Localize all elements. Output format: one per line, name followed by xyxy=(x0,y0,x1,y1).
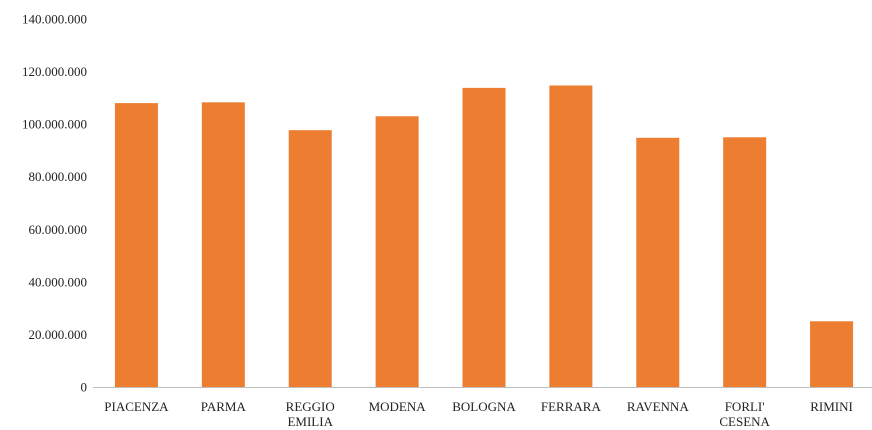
bar xyxy=(201,102,245,387)
bar xyxy=(810,321,854,387)
x-category-label: FERRARA xyxy=(541,399,602,414)
x-category-label: FORLI' CESENA xyxy=(719,399,770,429)
x-axis-category-labels: PIACENZA PARMA REGGIO EMILIA MODENA BOLOGNA FE… xyxy=(104,399,853,429)
bar xyxy=(723,137,767,387)
y-tick-label: 100.000.000 xyxy=(22,117,87,132)
bar xyxy=(114,103,158,387)
y-axis-tick-labels: 0 20.000.000 40.000.000 60.000.000 80.000.00… xyxy=(22,12,87,395)
bar xyxy=(549,85,593,387)
y-tick-label: 60.000.000 xyxy=(29,222,88,237)
bar xyxy=(288,130,332,387)
bar xyxy=(375,116,419,387)
y-tick-label: 40.000.000 xyxy=(29,274,88,289)
y-tick-label: 140.000.000 xyxy=(22,12,87,27)
x-category-label: PARMA xyxy=(201,399,247,414)
y-tick-label: 20.000.000 xyxy=(29,327,88,342)
x-category-label: RAVENNA xyxy=(627,399,689,414)
x-category-label: RIMINI xyxy=(810,399,853,414)
bar xyxy=(462,87,506,388)
y-tick-label: 120.000.000 xyxy=(22,64,87,79)
x-category-label: MODENA xyxy=(369,399,427,414)
bars xyxy=(114,85,854,388)
x-category-label: REGGIO EMILIA xyxy=(286,399,335,429)
x-category-label: BOLOGNA xyxy=(452,399,516,414)
bar xyxy=(636,137,680,387)
y-tick-label: 0 xyxy=(81,380,88,395)
y-tick-label: 80.000.000 xyxy=(29,169,88,184)
x-category-label: PIACENZA xyxy=(104,399,169,414)
